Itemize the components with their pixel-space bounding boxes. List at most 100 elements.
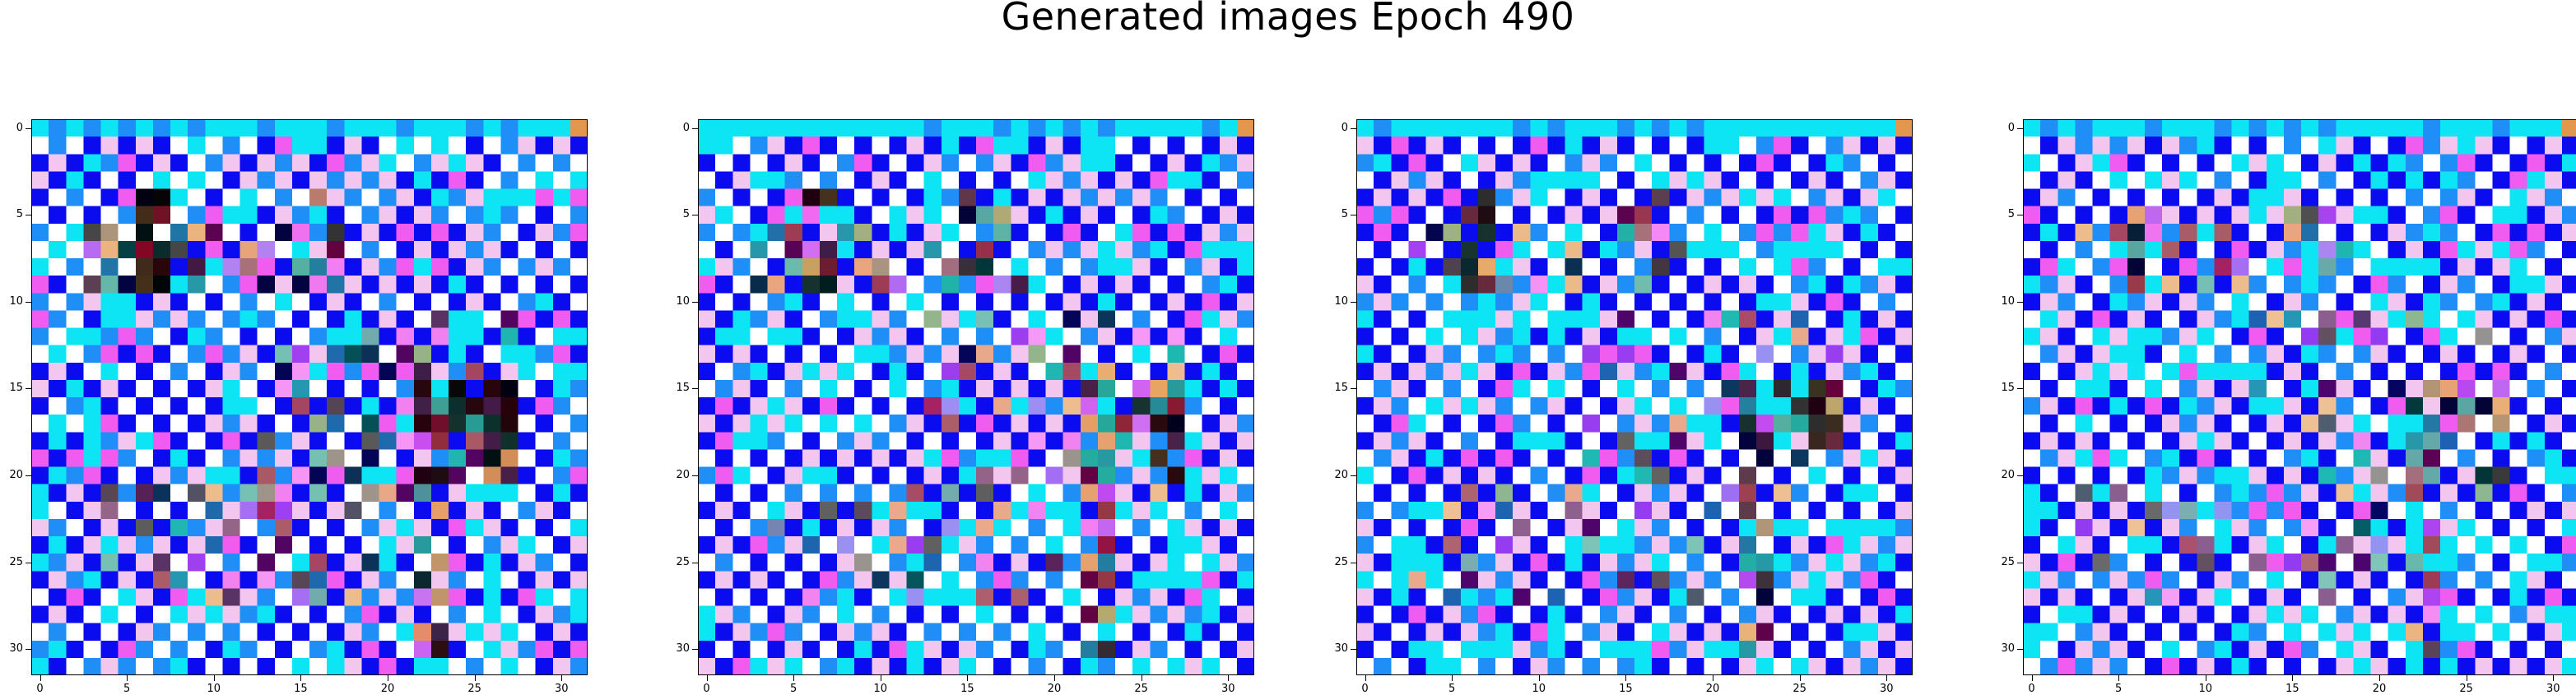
x-tick-mark: [1625, 675, 1627, 681]
x-tick-mark: [40, 675, 41, 681]
x-tick-mark: [474, 675, 476, 681]
y-tick-mark: [26, 475, 31, 477]
x-tick-label: 30: [1221, 683, 1235, 695]
x-tick-mark: [127, 675, 128, 681]
x-tick-mark: [1452, 675, 1453, 681]
generated-image-4: [2023, 119, 2576, 675]
y-tick-mark: [1351, 388, 1356, 390]
y-tick-label: 20: [2001, 469, 2015, 482]
x-tick-mark: [2553, 675, 2555, 681]
y-tick-label: 10: [9, 294, 23, 308]
y-tick-label: 0: [16, 121, 23, 134]
generated-image-panel-1: 0 5 10 15 20 25 30 0 5 10 15 20 25 30: [9, 119, 588, 695]
y-tick-label: 25: [1334, 555, 1348, 568]
y-tick-label: 5: [2007, 208, 2015, 221]
x-tick-label: 25: [1134, 683, 1148, 695]
x-tick-label: 0: [703, 683, 710, 695]
x-tick-label: 0: [2028, 683, 2035, 695]
x-tick-label: 5: [790, 683, 797, 695]
y-tick-label: 30: [676, 642, 690, 656]
x-tick-mark: [1886, 675, 1888, 681]
y-tick-mark: [1351, 301, 1356, 303]
y-tick-mark: [2017, 127, 2023, 129]
generated-image-panel-4: 0 5 10 15 20 25 30 0 5 10 15 20 25 30: [2001, 119, 2576, 695]
generated-image-panel-3: 0 5 10 15 20 25 30 0 5 10 15 20 25 30: [1334, 119, 1913, 695]
generated-image-panel-2: 0 5 10 15 20 25 30 0 5 10 15 20 25 30: [676, 119, 1254, 695]
y-tick-mark: [1351, 649, 1356, 651]
x-tick-mark: [1365, 675, 1366, 681]
y-tick-label: 0: [682, 121, 690, 134]
y-tick-mark: [2017, 301, 2023, 303]
x-tick-mark: [2031, 675, 2033, 681]
x-tick-mark: [2379, 675, 2381, 681]
y-tick-label: 5: [1341, 208, 1348, 221]
x-tick-label: 10: [207, 683, 221, 695]
y-tick-mark: [1351, 475, 1356, 477]
generated-image-3: [1356, 119, 1913, 675]
y-tick-label: 20: [9, 469, 23, 482]
y-tick-label: 10: [676, 294, 690, 308]
x-tick-mark: [793, 675, 795, 681]
x-tick-mark: [1228, 675, 1230, 681]
x-tick-label: 0: [36, 683, 44, 695]
x-tick-label: 30: [2546, 683, 2560, 695]
x-tick-mark: [706, 675, 708, 681]
x-tick-label: 30: [555, 683, 569, 695]
y-tick-mark: [692, 127, 698, 129]
x-tick-mark: [1799, 675, 1801, 681]
y-tick-label: 20: [676, 469, 690, 482]
generated-image-1: [31, 119, 588, 675]
x-tick-mark: [213, 675, 215, 681]
x-tick-label: 20: [1705, 683, 1720, 695]
x-tick-label: 25: [467, 683, 481, 695]
x-tick-mark: [561, 675, 563, 681]
y-tick-label: 25: [2001, 555, 2015, 568]
x-tick-mark: [1538, 675, 1540, 681]
y-tick-mark: [26, 301, 31, 303]
y-tick-label: 15: [1334, 382, 1348, 395]
y-tick-label: 10: [1334, 294, 1348, 308]
x-tick-label: 5: [123, 683, 131, 695]
y-tick-mark: [26, 388, 31, 390]
y-tick-mark: [1351, 127, 1356, 129]
x-tick-label: 15: [2285, 683, 2299, 695]
y-tick-label: 20: [1334, 469, 1348, 482]
y-tick-mark: [2017, 475, 2023, 477]
y-tick-label: 25: [9, 555, 23, 568]
x-tick-label: 20: [2372, 683, 2387, 695]
x-tick-label: 20: [380, 683, 395, 695]
y-tick-label: 15: [9, 382, 23, 395]
x-tick-label: 15: [294, 683, 308, 695]
y-tick-label: 15: [676, 382, 690, 395]
y-tick-label: 10: [2001, 294, 2015, 308]
y-tick-label: 15: [2001, 382, 2015, 395]
figure-title: Generated images Epoch 490: [1001, 0, 1575, 39]
y-tick-label: 30: [2001, 642, 2015, 656]
y-tick-mark: [692, 649, 698, 651]
y-tick-mark: [692, 475, 698, 477]
y-tick-label: 5: [682, 208, 690, 221]
y-tick-mark: [692, 388, 698, 390]
x-tick-label: 5: [1448, 683, 1456, 695]
x-tick-label: 15: [1619, 683, 1633, 695]
x-tick-label: 25: [1793, 683, 1806, 695]
x-tick-mark: [967, 675, 969, 681]
x-tick-label: 15: [960, 683, 974, 695]
y-tick-label: 5: [16, 208, 23, 221]
y-tick-mark: [26, 649, 31, 651]
y-tick-label: 30: [9, 642, 23, 656]
x-tick-label: 10: [873, 683, 888, 695]
x-tick-label: 0: [1361, 683, 1369, 695]
y-tick-label: 30: [1334, 642, 1348, 656]
x-tick-mark: [2292, 675, 2294, 681]
y-tick-mark: [692, 301, 698, 303]
x-tick-label: 30: [1880, 683, 1894, 695]
x-tick-label: 5: [2115, 683, 2123, 695]
y-tick-label: 0: [2007, 121, 2015, 134]
x-tick-mark: [300, 675, 302, 681]
x-tick-label: 10: [2198, 683, 2213, 695]
x-tick-mark: [2118, 675, 2120, 681]
x-tick-label: 25: [2459, 683, 2473, 695]
y-tick-mark: [26, 127, 31, 129]
y-tick-label: 0: [1341, 121, 1348, 134]
